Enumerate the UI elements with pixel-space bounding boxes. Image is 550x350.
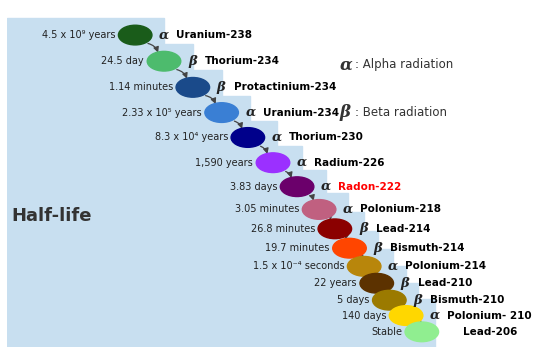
Text: α: α: [430, 309, 441, 322]
Text: 5 days: 5 days: [337, 295, 370, 305]
Circle shape: [318, 219, 351, 239]
Text: 19.7 minutes: 19.7 minutes: [265, 243, 329, 253]
Circle shape: [348, 257, 381, 276]
Circle shape: [333, 238, 366, 258]
Text: Uranium-238: Uranium-238: [176, 30, 252, 40]
Text: Lead-206: Lead-206: [463, 327, 517, 337]
Text: 24.5 day: 24.5 day: [101, 56, 144, 66]
Text: α: α: [160, 29, 169, 42]
Text: 8.3 x 10⁴ years: 8.3 x 10⁴ years: [155, 133, 228, 142]
Circle shape: [372, 290, 406, 310]
Circle shape: [205, 103, 238, 122]
Text: α: α: [297, 156, 307, 169]
Circle shape: [280, 177, 314, 197]
Text: α: α: [246, 106, 256, 119]
Text: α: α: [321, 180, 332, 193]
Text: 2.33 x 10⁵ years: 2.33 x 10⁵ years: [122, 107, 202, 118]
Circle shape: [405, 322, 438, 342]
Text: : Beta radiation: : Beta radiation: [355, 106, 447, 119]
Text: 3.05 minutes: 3.05 minutes: [235, 204, 299, 215]
Text: 1,590 years: 1,590 years: [195, 158, 253, 168]
Text: Bismuth-214: Bismuth-214: [390, 243, 465, 253]
Text: β: β: [414, 294, 422, 307]
Text: Lead-214: Lead-214: [376, 224, 430, 234]
Text: β: β: [373, 242, 382, 255]
Text: Uranium-234: Uranium-234: [262, 107, 339, 118]
Text: 22 years: 22 years: [315, 278, 357, 288]
Circle shape: [176, 77, 210, 97]
Circle shape: [118, 25, 152, 45]
Text: α: α: [272, 131, 282, 144]
Text: 1.14 minutes: 1.14 minutes: [109, 82, 173, 92]
Text: 140 days: 140 days: [342, 310, 386, 321]
Text: β: β: [339, 105, 350, 121]
Circle shape: [231, 128, 265, 147]
Text: Radium-226: Radium-226: [314, 158, 384, 168]
Text: Polonium- 210: Polonium- 210: [447, 310, 532, 321]
Text: Polonium-214: Polonium-214: [405, 261, 486, 271]
Circle shape: [302, 199, 336, 219]
Text: 1.5 x 10⁻⁴ seconds: 1.5 x 10⁻⁴ seconds: [252, 261, 344, 271]
Polygon shape: [7, 18, 435, 349]
Text: β: β: [188, 55, 197, 68]
Circle shape: [389, 306, 423, 326]
Text: Radon-222: Radon-222: [338, 182, 401, 192]
Text: α: α: [339, 56, 353, 73]
Text: Lead-210: Lead-210: [417, 278, 472, 288]
Text: Stable: Stable: [371, 327, 402, 337]
Circle shape: [256, 153, 290, 173]
Text: Polonium-218: Polonium-218: [360, 204, 441, 215]
Text: Half-life: Half-life: [11, 207, 92, 225]
Text: α: α: [343, 203, 354, 216]
Text: β: β: [401, 277, 410, 290]
Text: Protactinium-234: Protactinium-234: [234, 82, 336, 92]
Text: Thorium-230: Thorium-230: [289, 133, 364, 142]
Text: 26.8 minutes: 26.8 minutes: [251, 224, 315, 234]
Circle shape: [147, 51, 181, 71]
Text: β: β: [217, 81, 226, 94]
Text: Bismuth-210: Bismuth-210: [430, 295, 504, 305]
Text: β: β: [359, 222, 367, 235]
Text: : Alpha radiation: : Alpha radiation: [355, 58, 454, 71]
Text: 4.5 x 10⁹ years: 4.5 x 10⁹ years: [42, 30, 116, 40]
Text: α: α: [388, 260, 399, 273]
Circle shape: [360, 273, 393, 293]
Text: 3.83 days: 3.83 days: [230, 182, 277, 192]
Text: Thorium-234: Thorium-234: [205, 56, 280, 66]
